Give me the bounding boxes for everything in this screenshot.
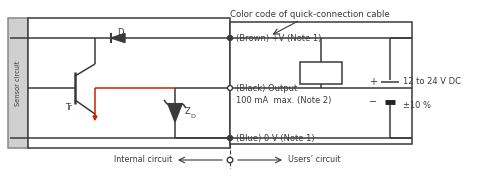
Text: Z: Z xyxy=(185,106,191,115)
Text: 100 mA  max. (Note 2): 100 mA max. (Note 2) xyxy=(236,96,332,105)
Text: +: + xyxy=(369,77,377,87)
Text: ±10 %: ±10 % xyxy=(403,102,431,111)
Text: (Blue) 0 V (Note 1): (Blue) 0 V (Note 1) xyxy=(236,134,314,143)
Circle shape xyxy=(227,157,233,163)
Polygon shape xyxy=(168,104,182,122)
Text: (Brown) +V (Note 1): (Brown) +V (Note 1) xyxy=(236,34,322,43)
Polygon shape xyxy=(111,34,125,43)
Text: Color code of quick-connection cable: Color code of quick-connection cable xyxy=(230,10,390,19)
Circle shape xyxy=(228,85,232,90)
Text: Load: Load xyxy=(310,68,332,77)
Bar xyxy=(28,18,230,148)
Text: (Black) Output: (Black) Output xyxy=(236,84,297,93)
Text: D: D xyxy=(190,114,195,120)
Bar xyxy=(300,62,342,84)
Text: Users’ circuit: Users’ circuit xyxy=(288,155,341,165)
Circle shape xyxy=(228,136,232,141)
Polygon shape xyxy=(93,116,97,120)
Text: Sensor circuit: Sensor circuit xyxy=(15,60,21,106)
Bar xyxy=(8,18,28,148)
Text: Tr: Tr xyxy=(66,104,73,113)
Circle shape xyxy=(228,35,232,41)
Text: Internal circuit: Internal circuit xyxy=(114,155,172,165)
Bar xyxy=(230,22,412,144)
Text: D: D xyxy=(117,28,123,37)
Text: −: − xyxy=(369,97,377,107)
Text: 12 to 24 V DC: 12 to 24 V DC xyxy=(403,77,461,87)
